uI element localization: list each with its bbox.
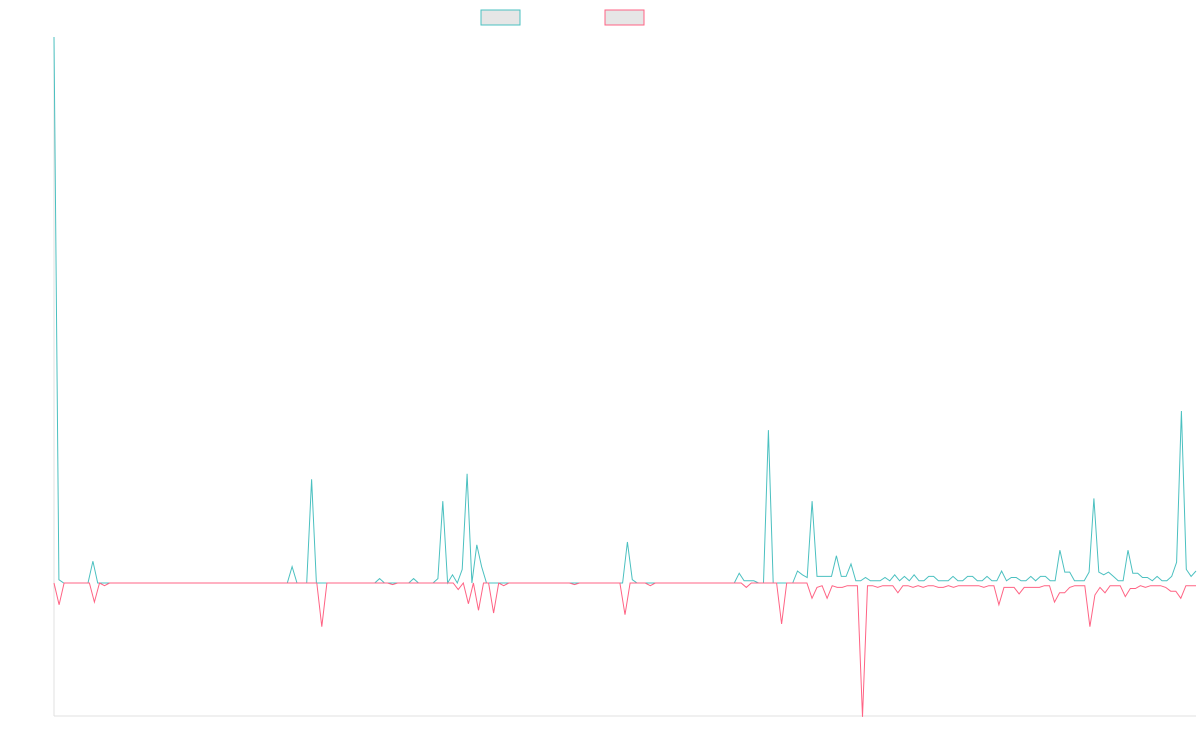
legend-item-series-b[interactable]	[604, 9, 645, 26]
legend-swatch-series-a	[480, 9, 521, 26]
legend	[480, 9, 645, 26]
legend-swatch-series-b	[604, 9, 645, 26]
legend-item-series-a[interactable]	[480, 9, 521, 26]
series-line-series-a	[53, 36, 1197, 585]
series-line-series-b	[53, 581, 1196, 717]
